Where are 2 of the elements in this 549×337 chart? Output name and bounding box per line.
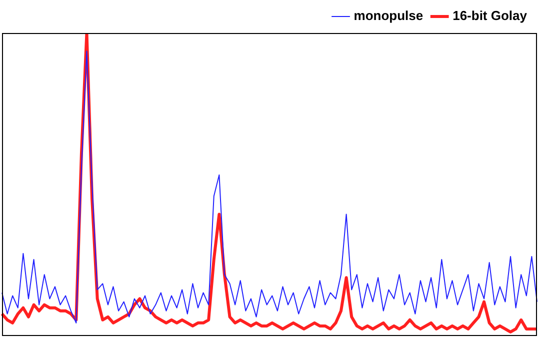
legend-label: monopulse [354,8,424,24]
legend-label: 16-bit Golay [452,8,528,24]
